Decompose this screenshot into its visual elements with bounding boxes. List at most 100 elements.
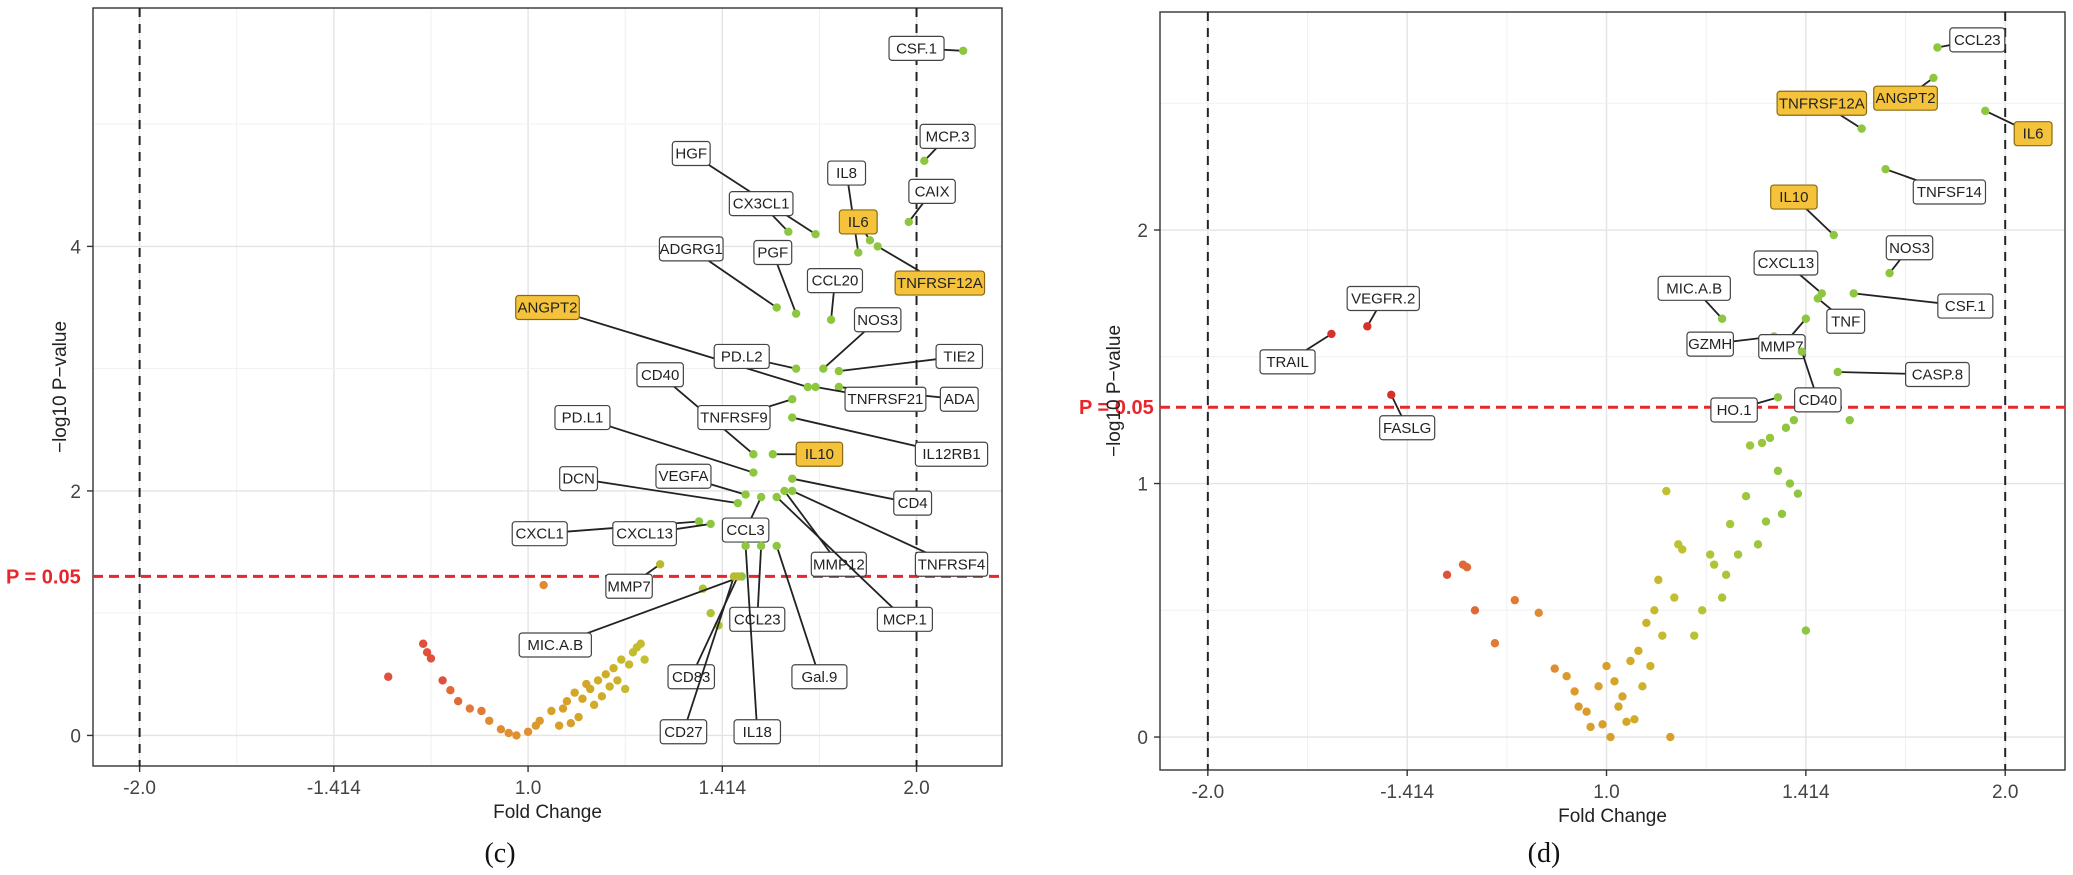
data-point	[1845, 415, 1854, 425]
label-box	[753, 239, 793, 266]
labeled-data-point	[772, 492, 781, 502]
data-point	[624, 660, 634, 669]
labeled-data-point	[803, 382, 812, 392]
labeled-data-point	[772, 541, 781, 551]
label-box	[791, 664, 848, 690]
y-tick-label: 1	[1137, 475, 1148, 496]
data-point	[1490, 639, 1500, 648]
leader-line	[744, 545, 759, 732]
x-axis-label: Fold Change	[493, 802, 602, 823]
data-point	[1598, 720, 1607, 729]
point-label: MMP7	[607, 578, 650, 595]
point-labels: CSF.1 MCP.3 HGF IL8 CAIX CX3CL1 IL6 TNFRSF12A AD…	[511, 35, 989, 745]
data-point	[601, 670, 610, 679]
label-box	[729, 606, 786, 632]
data-point	[496, 725, 506, 734]
data-point	[446, 686, 455, 695]
point-label: CCL3	[726, 522, 764, 539]
labeled-data-point	[749, 450, 758, 459]
data-point	[640, 655, 649, 664]
data-point	[1574, 702, 1583, 711]
labeled-data-point	[788, 486, 797, 496]
label-box	[876, 606, 933, 632]
label-box	[1758, 334, 1806, 360]
point-label: Gal.9	[801, 669, 837, 686]
data-point	[1698, 606, 1707, 615]
data-point	[1510, 595, 1520, 605]
label-box	[554, 404, 611, 431]
data-point	[1662, 486, 1671, 496]
data-point	[609, 663, 618, 673]
point-label: IL12RB1	[922, 446, 980, 463]
data-point	[1753, 540, 1763, 549]
labeled-data-point	[741, 490, 750, 499]
labeled-data-point	[1801, 314, 1811, 323]
label-box	[1710, 397, 1758, 423]
label-box	[612, 521, 678, 547]
point-label: IL18	[743, 724, 772, 741]
labeled-data-point	[1881, 164, 1890, 174]
y-tick-label: 2	[70, 482, 81, 503]
point-label: CD83	[672, 669, 710, 686]
label-box	[1259, 349, 1316, 375]
data-point	[1570, 687, 1579, 696]
data-point	[1690, 631, 1699, 640]
labeled-data-point	[1327, 329, 1336, 339]
data-point	[1642, 618, 1651, 628]
labeled-data-point	[788, 413, 797, 422]
point-label: CSF.1	[896, 40, 937, 57]
label-box	[605, 573, 653, 599]
data-point	[1666, 732, 1675, 742]
leader-line	[547, 306, 809, 388]
data-point	[477, 706, 486, 716]
labeled-data-point	[694, 517, 704, 526]
point-label: CXCL1	[516, 526, 564, 543]
data-point	[620, 684, 630, 694]
label-box	[1770, 184, 1818, 210]
data-point	[547, 706, 556, 716]
y-tick-label: 0	[70, 726, 81, 747]
data-point	[1678, 545, 1687, 554]
point-label: TNFRSF21	[848, 391, 924, 408]
data-point	[593, 676, 603, 685]
data-point	[1709, 560, 1719, 569]
label-box	[939, 386, 979, 412]
data-points	[1442, 415, 1854, 742]
data-point	[1594, 682, 1603, 691]
point-label: VEGFR.2	[1351, 290, 1415, 307]
label-box	[1686, 331, 1734, 357]
label-box	[1379, 415, 1436, 441]
data-point	[578, 694, 587, 703]
panel-caption: (c)	[484, 838, 515, 869]
labeled-data-point	[1797, 347, 1807, 356]
labeled-data-point	[920, 156, 929, 166]
data-point	[1626, 656, 1635, 666]
label-box	[515, 294, 580, 321]
label-box	[713, 343, 770, 370]
x-tick-label: 1.414	[1782, 782, 1830, 803]
point-label: TNFRSF12A	[1779, 95, 1865, 112]
leader-line	[578, 477, 738, 505]
label-box	[1937, 293, 1994, 319]
data-point	[1757, 438, 1767, 448]
labeled-data-point	[1363, 322, 1372, 331]
label-box	[838, 209, 878, 235]
plot-frame	[92, 7, 1003, 767]
point-label: ADA	[944, 391, 975, 408]
data-point	[1606, 732, 1615, 742]
x-tick-label: 2.0	[1992, 782, 2018, 803]
labeled-data-point	[1387, 390, 1396, 400]
labeled-data-point	[733, 498, 743, 508]
data-point	[589, 700, 599, 710]
data-point	[597, 692, 607, 701]
labeled-data-point	[1717, 314, 1727, 323]
point-label: TRAIL	[1266, 354, 1309, 371]
label-box	[1905, 361, 1970, 388]
labeled-data-point	[826, 315, 836, 324]
point-label: ADGRG1	[660, 241, 723, 258]
data-point	[586, 684, 595, 694]
label-box	[853, 307, 902, 333]
data-point	[418, 639, 428, 648]
data-point	[605, 682, 614, 691]
point-label: CAIX	[915, 183, 950, 200]
